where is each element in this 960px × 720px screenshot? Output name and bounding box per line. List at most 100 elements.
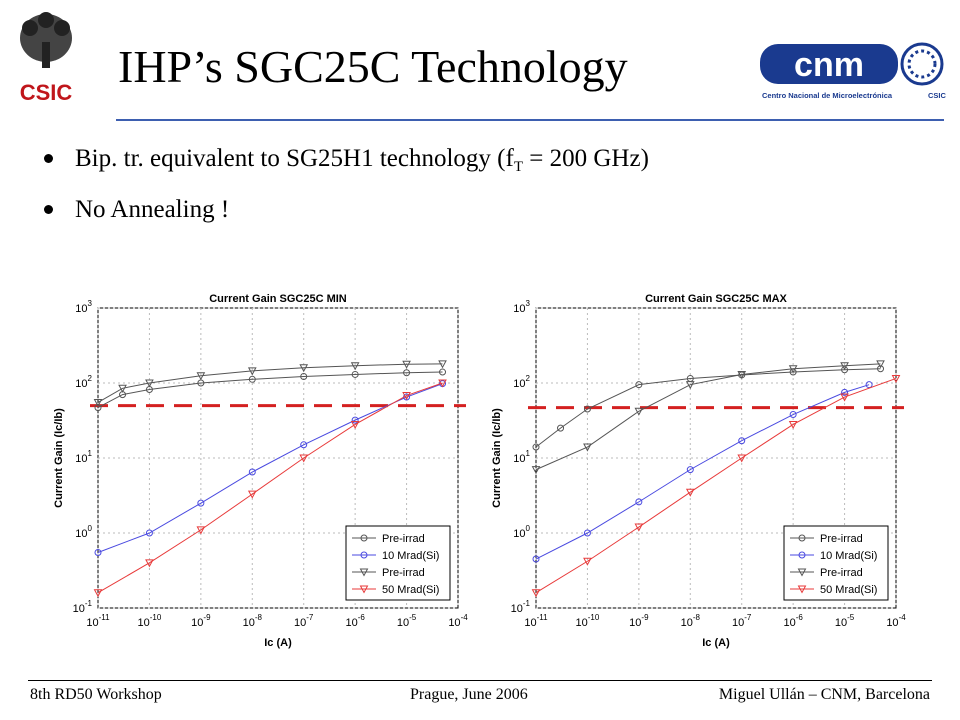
data-point	[685, 488, 695, 497]
y-axis-label: Current Gain (Ic/Ib)	[53, 408, 65, 508]
data-point	[94, 548, 102, 556]
bullet-1-text-end: = 200 GHz)	[523, 145, 649, 172]
footer-rule	[28, 680, 932, 681]
data-point	[402, 392, 411, 401]
data-point	[737, 370, 747, 380]
data-point	[583, 529, 591, 537]
data-point	[841, 388, 849, 396]
chart-max: 10-11 10-10 10-9 10-8 10-7 10-6 10-5 10-4 10-1 10…	[491, 293, 906, 649]
data-point	[891, 374, 901, 384]
data-point	[788, 365, 798, 374]
svg-text:cnm: cnm	[794, 46, 864, 84]
data-point	[196, 526, 206, 535]
data-point	[402, 360, 411, 369]
bullet-2-text: No Annealing !	[75, 196, 230, 223]
series-line	[97, 371, 443, 409]
chart-min: 10-11 10-10 10-9 10-8 10-7 10-6 10-5 10-4 10-1 10…	[53, 293, 468, 649]
legend-marker	[798, 551, 806, 559]
data-point	[247, 490, 257, 499]
data-point	[531, 466, 541, 475]
data-point	[634, 407, 644, 416]
bullet-1-text: Bip. tr. equivalent to SG25H1 technology…	[75, 145, 514, 172]
legend-marker	[797, 585, 807, 594]
x-tick-label: 10-10	[138, 613, 162, 629]
data-point	[531, 589, 541, 598]
data-point	[583, 557, 592, 566]
data-point	[118, 384, 127, 393]
legend-marker	[798, 534, 806, 542]
data-point	[583, 405, 591, 413]
data-point	[686, 466, 694, 474]
x-tick-label: 10-8	[681, 613, 701, 629]
data-point	[635, 498, 643, 506]
data-point	[635, 381, 643, 389]
series-1	[532, 381, 873, 563]
data-point	[583, 443, 592, 452]
slide-title: IHP’s SGC25C Technology	[118, 41, 628, 92]
y-tick-label: 103	[513, 299, 530, 315]
data-point	[840, 393, 849, 402]
x-tick-label: 10-7	[294, 613, 314, 629]
y-tick-label: 103	[75, 299, 92, 315]
cnm-logo-name: Centro Nacional de Microelectrónica	[762, 91, 893, 100]
legend-marker	[360, 534, 368, 542]
y-tick-label: 100	[513, 524, 530, 540]
data-point	[438, 360, 447, 369]
data-point	[788, 420, 798, 430]
data-point	[841, 366, 849, 374]
series-line	[535, 363, 881, 471]
series-2	[93, 360, 447, 408]
footer-place-date: Prague, June 2006	[410, 686, 528, 703]
series-line	[97, 363, 443, 403]
data-point	[685, 381, 695, 390]
series-line	[535, 377, 897, 594]
data-point	[840, 362, 849, 371]
legend-marker	[360, 551, 368, 559]
bullet-1: Bip. tr. equivalent to SG25H1 technology…	[44, 145, 649, 176]
chart-title: Current Gain SGC25C MIN	[209, 293, 347, 305]
y-axis-label: Current Gain (Ic/Ib)	[491, 408, 503, 508]
bullet-dot	[44, 204, 53, 214]
legend-label: 10 Mrad(Si)	[382, 550, 439, 562]
data-point	[299, 364, 309, 373]
legend-label: Pre-irrad	[382, 567, 425, 579]
footer-event: 8th RD50 Workshop	[30, 686, 162, 703]
data-point	[196, 372, 206, 381]
x-tick-label: 10-4	[886, 613, 906, 629]
chart-title: Current Gain SGC25C MAX	[645, 293, 787, 305]
legend: Pre-irrad 10 Mrad(Si) Pre-irrad 50 Mrad(Si)	[345, 525, 451, 601]
data-point	[634, 523, 644, 532]
legend-label: Pre-irrad	[820, 533, 863, 545]
y-tick-label: 10-1	[73, 599, 93, 615]
legend-label: Pre-irrad	[820, 567, 863, 579]
y-tick-label: 100	[75, 524, 92, 540]
legend-marker	[797, 568, 807, 577]
x-tick-label: 10-8	[243, 613, 263, 629]
data-point	[738, 437, 746, 445]
footer-author: Miguel Ullán – CNM, Barcelona	[718, 686, 930, 703]
data-point	[351, 370, 359, 378]
data-point	[737, 454, 747, 463]
series-0	[532, 365, 885, 451]
legend-marker	[359, 568, 369, 577]
series-3	[93, 379, 447, 598]
x-tick-label: 10-6	[783, 613, 803, 629]
cnm-logo: cnm Centro Nacional de Microelectrónica …	[760, 42, 947, 100]
x-tick-label: 10-10	[576, 613, 600, 629]
title-underline	[116, 119, 944, 121]
csic-logo-text: CSIC	[20, 80, 73, 105]
legend-label: 50 Mrad(Si)	[820, 584, 877, 596]
x-tick-label: 10-11	[86, 613, 110, 629]
legend-marker	[359, 585, 369, 594]
data-point	[438, 379, 447, 388]
x-axis-label: Ic (A)	[702, 637, 730, 649]
x-tick-label: 10-5	[835, 613, 855, 629]
data-point	[532, 555, 540, 563]
series-2	[531, 360, 885, 475]
cnm-logo-sub: CSIC	[928, 91, 947, 100]
data-point	[789, 411, 797, 419]
data-point	[93, 589, 103, 598]
data-point	[248, 468, 256, 476]
legend-label: Pre-irrad	[382, 533, 425, 545]
data-point	[877, 365, 885, 373]
